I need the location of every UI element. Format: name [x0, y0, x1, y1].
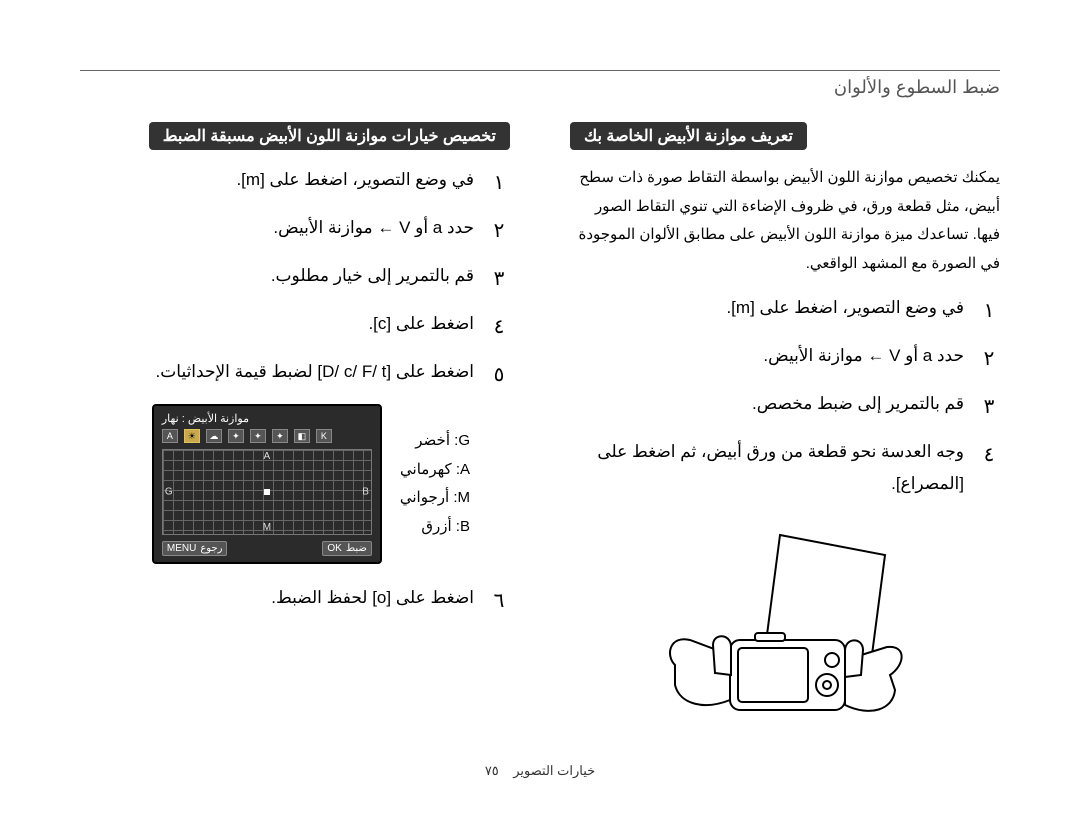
- wb-preset-icon: ✦: [250, 429, 266, 443]
- ok-key-label: OK: [327, 543, 341, 554]
- step-item: ١ في وضع التصوير، اضغط على [m].: [80, 164, 510, 202]
- page-header: ضبط السطوع والألوان: [80, 77, 1000, 98]
- step-number: ١: [978, 292, 1000, 330]
- step-text: اضغط على [D/ c/ F/ t] لضبط قيمة الإحداثي…: [80, 356, 474, 388]
- page-footer: خيارات التصوير ٧٥: [0, 763, 1080, 779]
- step-text: حدد a أو V ← موازنة الأبيض.: [80, 212, 474, 244]
- illustration-camera-paper: [570, 525, 1000, 760]
- wb-legend: G: أخضر A: كهرماني M: أرجواني B: أزرق: [400, 427, 470, 541]
- step-item: ١ في وضع التصوير، اضغط على [m].: [570, 292, 1000, 330]
- footer-page-number: ٧٥: [485, 763, 499, 778]
- step-number: ٤: [978, 436, 1000, 474]
- grid-label-g: G: [165, 487, 173, 498]
- step-text: في وضع التصوير، اضغط على [m].: [80, 164, 474, 196]
- intro-paragraph: يمكنك تخصيص موازنة اللون الأبيض بواسطة ا…: [570, 164, 1000, 278]
- step-item: ٢ حدد a أو V ← موازنة الأبيض.: [570, 340, 1000, 378]
- steps-custom-wb: ١ في وضع التصوير، اضغط على [m]. ٢ حدد a …: [570, 292, 1000, 501]
- grid-center-icon: [264, 489, 270, 495]
- step-item: ٦ اضغط على [o] لحفظ الضبط.: [80, 582, 510, 620]
- step-number: ٣: [488, 260, 510, 298]
- camera-illustration-icon: [635, 525, 935, 755]
- footer-section: خيارات التصوير: [513, 763, 595, 778]
- legend-b: B: أزرق: [400, 513, 470, 542]
- wb-preset-icon: ☁: [206, 429, 222, 443]
- screen-back-button: MENU رجوع: [162, 541, 228, 556]
- step-item: ٣ قم بالتمرير إلى ضبط مخصص.: [570, 388, 1000, 426]
- screen-title: موازنة الأبيض : نهار: [162, 412, 372, 425]
- step-text: اضغط على [o] لحفظ الضبط.: [80, 582, 474, 614]
- wb-grid: G B A M: [162, 449, 372, 535]
- wb-icon-row: A ☀ ☁ ✦ ✦ ✦ ◧ K: [162, 429, 372, 443]
- legend-m: M: أرجواني: [400, 484, 470, 513]
- step-item: ٣ قم بالتمرير إلى خيار مطلوب.: [80, 260, 510, 298]
- camera-screen: موازنة الأبيض : نهار A ☀ ☁ ✦ ✦ ✦ ◧ K: [152, 404, 382, 564]
- step-item: ٤ اضغط على [c].: [80, 308, 510, 346]
- step-text: قم بالتمرير إلى خيار مطلوب.: [80, 260, 474, 292]
- step-number: ١: [488, 164, 510, 202]
- right-column: تخصيص خيارات موازنة اللون الأبيض مسبقة ا…: [80, 122, 510, 760]
- step-item: ٤ وجه العدسة نحو قطعة من ورق أبيض، ثم اض…: [570, 436, 1000, 501]
- step-number: ٢: [978, 340, 1000, 378]
- wb-preset-icon: ✦: [228, 429, 244, 443]
- step-text: حدد a أو V ← موازنة الأبيض.: [570, 340, 964, 372]
- step-number: ٦: [488, 582, 510, 620]
- step-number: ٤: [488, 308, 510, 346]
- grid-label-a: A: [264, 451, 271, 462]
- step-item: ٢ حدد a أو V ← موازنة الأبيض.: [80, 212, 510, 250]
- section-title-custom-wb: تعريف موازنة الأبيض الخاصة بك: [570, 122, 807, 150]
- step-item: ٥ اضغط على [D/ c/ F/ t] لضبط قيمة الإحدا…: [80, 356, 510, 394]
- step-text: وجه العدسة نحو قطعة من ورق أبيض، ثم اضغط…: [570, 436, 964, 501]
- step-number: ٣: [978, 388, 1000, 426]
- step-text: قم بالتمرير إلى ضبط مخصص.: [570, 388, 964, 420]
- wb-preset-icon: ◧: [294, 429, 310, 443]
- wb-preset-icon: ☀: [184, 429, 200, 443]
- step-text: اضغط على [c].: [80, 308, 474, 340]
- section-title-preset-wb: تخصيص خيارات موازنة اللون الأبيض مسبقة ا…: [149, 122, 510, 150]
- screen-set-button: OK ضبط: [322, 541, 371, 556]
- legend-g: G: أخضر: [400, 427, 470, 456]
- wb-preset-icon: ✦: [272, 429, 288, 443]
- menu-key-label: MENU: [167, 543, 196, 554]
- step-text: في وضع التصوير، اضغط على [m].: [570, 292, 964, 324]
- left-column: تعريف موازنة الأبيض الخاصة بك يمكنك تخصي…: [570, 122, 1000, 760]
- legend-a: A: كهرماني: [400, 456, 470, 485]
- step-number: ٥: [488, 356, 510, 394]
- steps-preset-wb-cont: ٦ اضغط على [o] لحفظ الضبط.: [80, 582, 510, 620]
- steps-preset-wb: ١ في وضع التصوير، اضغط على [m]. ٢ حدد a …: [80, 164, 510, 394]
- wb-preset-icon: K: [316, 429, 332, 443]
- wb-preset-icon: A: [162, 429, 178, 443]
- step-number: ٢: [488, 212, 510, 250]
- grid-label-b: B: [362, 487, 369, 498]
- grid-label-m: M: [263, 522, 271, 533]
